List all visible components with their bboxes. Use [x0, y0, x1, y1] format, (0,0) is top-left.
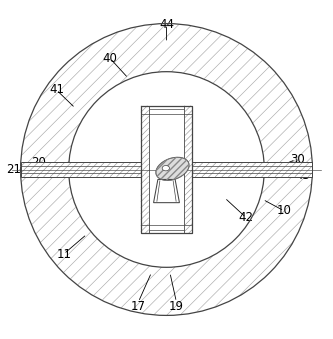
Text: 10: 10: [277, 204, 292, 217]
Text: 41: 41: [49, 83, 64, 96]
Polygon shape: [154, 179, 179, 203]
Bar: [141, 106, 192, 233]
Text: 11: 11: [56, 247, 71, 261]
Text: 20: 20: [31, 156, 46, 170]
Bar: [192, 162, 312, 177]
Bar: [21, 162, 141, 177]
Text: 44: 44: [159, 18, 174, 31]
Ellipse shape: [162, 165, 169, 171]
Text: 40: 40: [103, 52, 118, 65]
Text: 19: 19: [169, 300, 184, 313]
Text: 42: 42: [238, 211, 254, 224]
Bar: [141, 106, 149, 233]
Bar: [192, 162, 312, 177]
Bar: [141, 106, 192, 233]
Bar: [184, 106, 192, 233]
Text: 43: 43: [295, 169, 310, 182]
Bar: [21, 162, 141, 177]
Text: 30: 30: [290, 153, 305, 166]
Circle shape: [69, 72, 264, 267]
Ellipse shape: [156, 157, 189, 180]
Bar: [149, 109, 184, 230]
Text: 17: 17: [131, 300, 146, 313]
Text: 21: 21: [6, 163, 21, 176]
